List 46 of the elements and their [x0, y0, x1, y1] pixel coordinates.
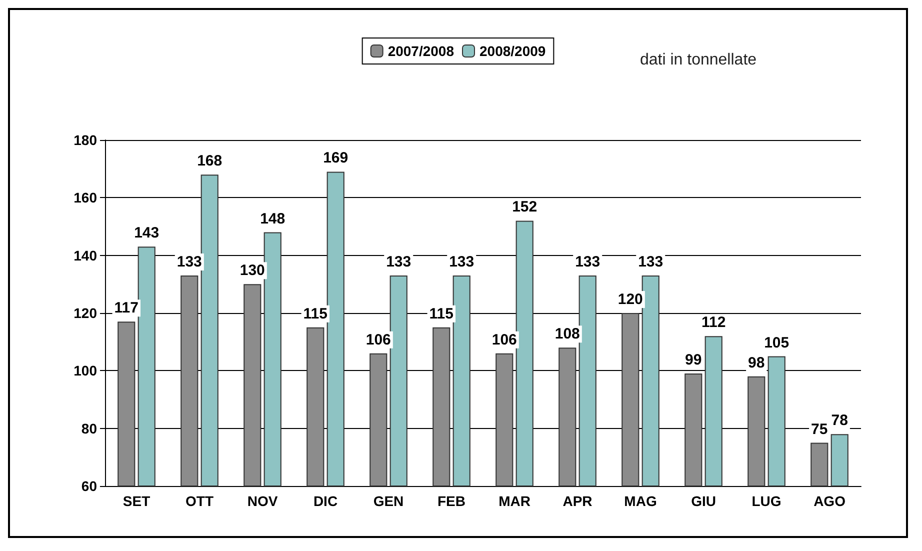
data-label: 115 [429, 305, 454, 322]
y-tick-label: 100 [74, 362, 98, 379]
data-label: 98 [748, 354, 765, 372]
x-tick-label: OTT [186, 493, 214, 509]
data-label: 117 [114, 300, 138, 317]
x-tick-label: FEB [438, 493, 466, 509]
text: dati in tonnellate [640, 52, 757, 68]
data-label: 133 [176, 254, 202, 271]
legend-label: 2008/2009 [480, 43, 546, 59]
x-tick-label: MAG [624, 493, 657, 509]
data-label: 143 [134, 224, 160, 242]
data-label: 133 [386, 254, 412, 271]
x-tick-label: AGO [814, 493, 846, 509]
data-label: 133 [638, 254, 664, 271]
data-label: 105 [764, 334, 790, 352]
data-label: 78 [831, 412, 848, 430]
y-tick-label: 160 [74, 190, 98, 206]
data-label: 106 [366, 331, 391, 348]
y-tick-label: 120 [74, 305, 98, 321]
legend-label: 2007/2008 [388, 43, 454, 59]
data-label: 133 [575, 254, 600, 271]
data-label: 152 [512, 198, 538, 216]
y-tick-label: 180 [74, 132, 98, 148]
x-tick-label: GEN [373, 493, 404, 509]
data-label: 130 [240, 262, 265, 280]
data-label: 99 [685, 352, 702, 369]
data-label: 108 [554, 326, 580, 343]
x-tick-label: DIC [313, 493, 338, 509]
data-label: 169 [323, 150, 348, 167]
y-tick-label: 140 [74, 247, 98, 264]
x-tick-label: NOV [247, 493, 278, 509]
data-label: 115 [303, 305, 328, 322]
y-tick-label: 80 [81, 420, 98, 436]
data-label: 168 [197, 152, 222, 170]
data-label: 148 [260, 210, 286, 228]
data-label: 75 [811, 420, 828, 438]
x-tick-label: GIU [691, 493, 716, 509]
data-label: 133 [449, 254, 474, 271]
y-tick-label: 60 [81, 478, 98, 494]
x-tick-label: APR [562, 493, 592, 509]
x-tick-label: LUG [752, 493, 782, 509]
data-label: 106 [492, 331, 517, 348]
data-label: 112 [702, 314, 726, 332]
data-label: 120 [618, 291, 643, 308]
x-tick-label: MAR [498, 493, 530, 509]
x-tick-label: SET [122, 493, 151, 509]
